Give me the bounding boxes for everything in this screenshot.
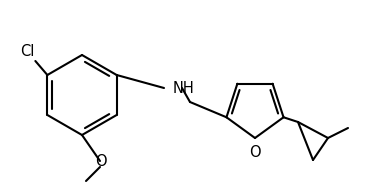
Text: O: O — [249, 145, 261, 160]
Text: NH: NH — [173, 81, 195, 95]
Text: Cl: Cl — [20, 44, 34, 59]
Text: O: O — [95, 153, 107, 169]
